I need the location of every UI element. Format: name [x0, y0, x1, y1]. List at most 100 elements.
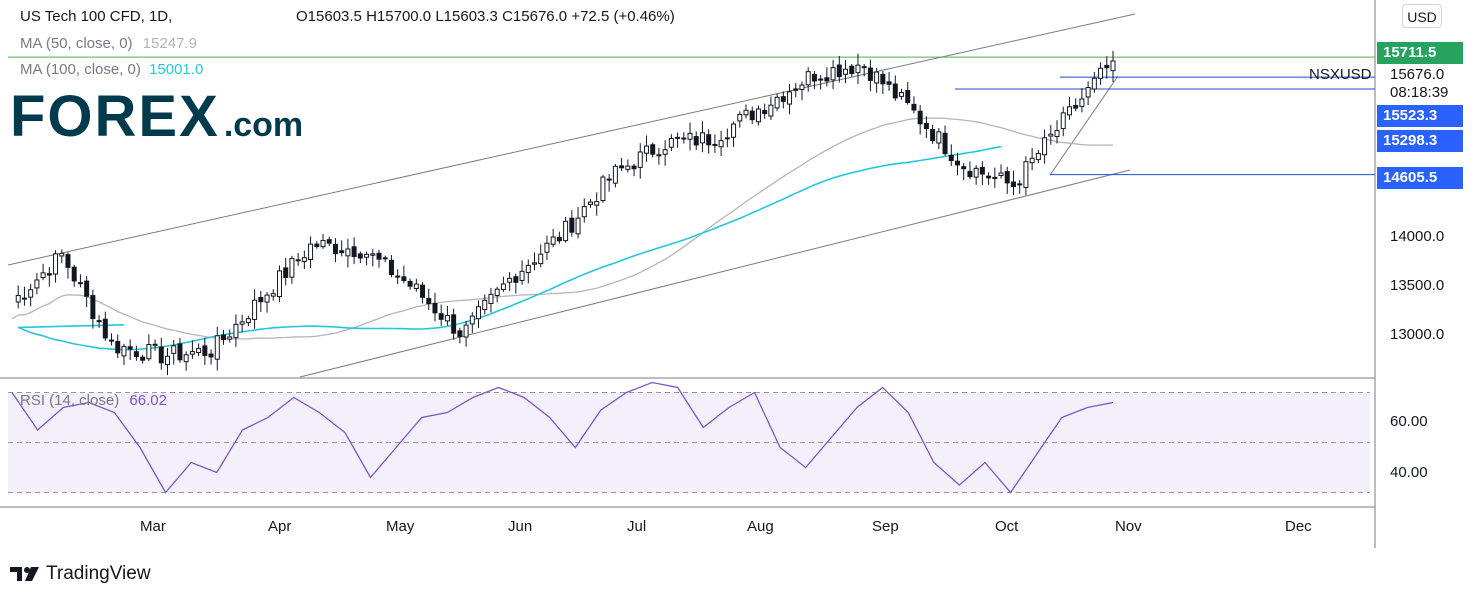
candle-down — [388, 259, 394, 276]
candle-up — [1042, 137, 1048, 156]
ma50-line — [11, 117, 1114, 340]
candle-down — [395, 275, 401, 278]
month-label: Dec — [1285, 518, 1312, 535]
candle-up — [743, 109, 749, 116]
candle-up — [998, 172, 1004, 177]
candle-down — [892, 83, 898, 99]
candle-up — [563, 220, 569, 242]
candle-down — [158, 346, 164, 364]
candle-up — [612, 165, 618, 184]
month-label: Mar — [140, 518, 166, 535]
month-label: Sep — [872, 518, 899, 535]
candle-down — [208, 353, 214, 358]
candle-up — [165, 355, 171, 366]
candle-down — [351, 246, 357, 258]
candle-up — [494, 288, 500, 296]
symbol-title[interactable]: US Tech 100 CFD, 1D, — [20, 8, 173, 25]
ohlc-readout: O15603.5 H15700.0 L15603.3 C15676.0 +72.… — [296, 8, 675, 25]
price-axis-label: 13000.0 — [1390, 326, 1445, 343]
candle-up — [643, 145, 649, 154]
candle-up — [77, 282, 83, 285]
symbol-tag: NSXUSD — [1309, 66, 1372, 83]
candle-down — [326, 239, 332, 244]
candle-down — [202, 345, 208, 356]
tradingview-logo-icon — [10, 567, 39, 581]
candle-up — [370, 253, 376, 256]
channel-upper-line — [7, 13, 1136, 266]
candle-up — [681, 137, 687, 140]
currency-button[interactable]: USD — [1402, 4, 1442, 28]
chart-header: US Tech 100 CFD, 1D, — [20, 8, 172, 25]
candle-down — [1104, 64, 1110, 69]
tradingview-brand[interactable]: TradingView — [10, 563, 151, 585]
candle-down — [65, 254, 71, 268]
ma100-legend[interactable]: MA (100, close, 0) 15001.0 — [20, 61, 203, 78]
candle-up — [575, 217, 581, 235]
candle-down — [109, 339, 115, 342]
candle-up — [28, 289, 34, 298]
candle-down — [979, 166, 985, 175]
candle-up — [264, 294, 270, 303]
candle-up — [1060, 112, 1066, 130]
last-price-label: 15676.0 — [1390, 66, 1445, 83]
candle-down — [811, 73, 817, 82]
candle-up — [899, 91, 905, 97]
candle-down — [569, 217, 575, 233]
candle-up — [805, 71, 811, 86]
candle-down — [880, 73, 886, 85]
candle-up — [787, 91, 793, 105]
low-value: 15603.3 — [443, 8, 498, 25]
high-value: 15700.0 — [376, 8, 432, 25]
trendline-short — [1049, 75, 1119, 176]
logo-main-text: FOREX — [10, 84, 220, 149]
candle-down — [332, 243, 338, 255]
rsi-legend[interactable]: RSI (14, close) 66.02 — [20, 392, 167, 409]
countdown-label: 08:18:39 — [1390, 84, 1449, 101]
candle-down — [457, 330, 463, 337]
candle-up — [992, 176, 998, 179]
candle-down — [861, 66, 867, 69]
candle-down — [451, 314, 457, 334]
candle-down — [905, 89, 911, 103]
candle-up — [301, 257, 307, 262]
ma50-legend[interactable]: MA (50, close, 0) 15247.9 — [20, 35, 197, 52]
candle-up — [874, 71, 880, 84]
month-label: Jun — [508, 518, 533, 535]
candle-up — [413, 283, 419, 289]
candle-down — [917, 110, 923, 125]
open-label: O — [296, 8, 308, 25]
level-price-tag: 15523.3 — [1377, 105, 1463, 127]
candle-down — [967, 170, 973, 178]
candle-down — [886, 81, 892, 85]
candle-up — [1085, 86, 1091, 98]
candle-up — [189, 351, 195, 355]
candle-up — [637, 151, 643, 168]
candle-up — [289, 258, 295, 278]
candle-up — [171, 345, 177, 354]
month-label: Oct — [995, 518, 1019, 535]
candle-up — [245, 318, 251, 324]
logo-suffix-text: .com — [223, 106, 304, 144]
candle-up — [1029, 157, 1035, 164]
candle-down — [133, 351, 139, 357]
candle-up — [668, 137, 674, 148]
candle-up — [532, 262, 538, 265]
candle-down — [357, 253, 363, 259]
candle-down — [152, 343, 158, 346]
candle-down — [401, 276, 407, 282]
candle-down — [1017, 183, 1023, 186]
candle-down — [923, 122, 929, 130]
candle-up — [482, 299, 488, 311]
candle-down — [376, 252, 382, 260]
candle-up — [594, 201, 600, 206]
candle-down — [1073, 104, 1079, 109]
candle-down — [867, 67, 873, 81]
candle-down — [46, 273, 52, 276]
forex-logo: FOREX .com — [4, 84, 318, 149]
candle-up — [1066, 106, 1072, 116]
candle-up — [1098, 67, 1104, 79]
candle-up — [731, 123, 737, 138]
support-price-tag: 14605.5 — [1377, 167, 1463, 189]
candle-up — [830, 67, 836, 81]
